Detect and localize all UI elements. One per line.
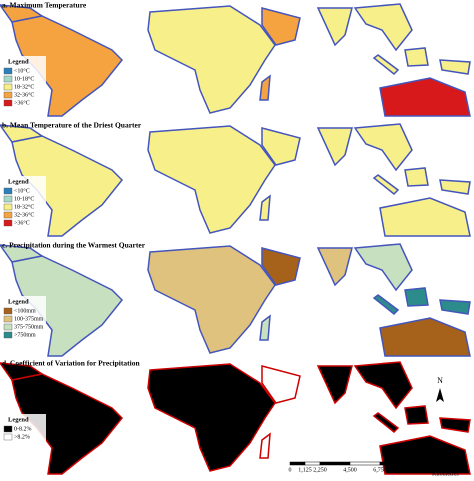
land-arabia (261, 7, 301, 46)
panel-title: d. Coefficient of Variation for Precipit… (2, 359, 140, 368)
legend-swatch (3, 211, 13, 219)
legend-label: 18-32°C (14, 83, 34, 90)
land-sumatra (372, 54, 400, 76)
legend-title: Legend (8, 178, 29, 185)
land-india (316, 127, 353, 167)
land-australia (379, 197, 471, 237)
land-africa (147, 245, 276, 354)
legend-label: <10°C (14, 187, 30, 194)
land-madagascar (259, 194, 271, 221)
land-borneo (404, 287, 429, 307)
land-borneo (404, 167, 429, 187)
legend-label: <100mm (14, 308, 36, 314)
legend-swatch (3, 83, 13, 91)
scale-label: 4,500 (343, 467, 357, 473)
land-newguinea (439, 179, 471, 195)
legend-swatch (3, 307, 13, 315)
panel-title: c. Precipitation during the Warmest Quar… (2, 241, 146, 250)
land-seasia (353, 243, 413, 292)
land-arabia (261, 127, 301, 166)
land-newguinea (439, 417, 471, 433)
land-seasia (353, 361, 413, 410)
legend-swatch (3, 425, 13, 433)
land-sumatra (372, 294, 400, 316)
panel: a. Maximum Temperature Legend <10°C10-18°C… (0, 1, 471, 117)
scale-segment (304, 461, 321, 466)
legend-label: 375-750mm (14, 324, 44, 330)
land-madagascar (259, 74, 271, 101)
legend-swatch (3, 315, 13, 323)
land-australia (379, 317, 471, 357)
scale-segment (379, 461, 411, 466)
land-madagascar (259, 432, 271, 459)
scale-label: 6,750 (373, 467, 387, 473)
legend-label: >36°C (14, 219, 30, 226)
land-borneo (404, 405, 429, 425)
panel-title: b. Mean Temperature of the Driest Quarte… (2, 121, 142, 130)
land-newguinea (439, 59, 471, 75)
land-seasia (353, 123, 413, 172)
scale-label: 0 (289, 467, 292, 473)
legend-swatch (3, 433, 13, 441)
land-madagascar (259, 314, 271, 341)
legend-swatch (3, 219, 13, 227)
legend-label: 10-18°C (14, 195, 34, 202)
land-arabia (261, 365, 301, 404)
land-sumatra (372, 174, 400, 196)
land-seasia (353, 3, 413, 52)
legend-swatch (3, 195, 13, 203)
scale-label: 2,250 (313, 467, 327, 473)
land-africa (147, 125, 276, 234)
legend-label: 0-8.2% (14, 426, 32, 432)
legend-swatch (3, 323, 13, 331)
legend-label: >8.2% (14, 434, 30, 440)
north-arrow: N (436, 376, 444, 402)
north-label: N (437, 376, 443, 385)
legend-label: 18-32°C (14, 203, 34, 210)
land-india (316, 247, 353, 287)
panel-title: a. Maximum Temperature (2, 1, 87, 10)
scale-unit: Kilometres (432, 471, 459, 476)
legend-swatch (3, 203, 13, 211)
legend-label: >750mm (14, 332, 36, 338)
land-india (316, 7, 353, 47)
scale-label: 1,125 (298, 467, 312, 473)
scale-label: 9,000 (403, 467, 417, 473)
legend-label: 32-36°C (14, 91, 34, 98)
legend-swatch (3, 91, 13, 99)
legend-title: Legend (8, 416, 29, 423)
scale-segment (289, 461, 306, 466)
panel: c. Precipitation during the Warmest Quar… (0, 241, 471, 357)
land-australia (379, 77, 471, 117)
scale-segment (319, 461, 351, 466)
land-india (316, 365, 353, 405)
land-arabia (261, 247, 301, 286)
land-borneo (404, 47, 429, 67)
panel: b. Mean Temperature of the Driest Quarte… (0, 121, 471, 237)
legend-label: 32-36°C (14, 211, 34, 218)
legend-swatch (3, 187, 13, 195)
legend-title: Legend (8, 58, 29, 65)
land-sumatra (372, 412, 400, 434)
land-africa (147, 363, 276, 472)
land-newguinea (439, 299, 471, 315)
legend-swatch (3, 75, 13, 83)
legend-label: <10°C (14, 67, 30, 74)
scale-segment (349, 461, 381, 466)
legend-label: 100-375mm (14, 316, 44, 322)
legend-label: 10-18°C (14, 75, 34, 82)
legend-title: Legend (8, 298, 29, 305)
legend-swatch (3, 99, 13, 107)
legend-swatch (3, 331, 13, 339)
legend-label: >36°C (14, 99, 30, 106)
legend-swatch (3, 67, 13, 75)
land-africa (147, 5, 276, 114)
